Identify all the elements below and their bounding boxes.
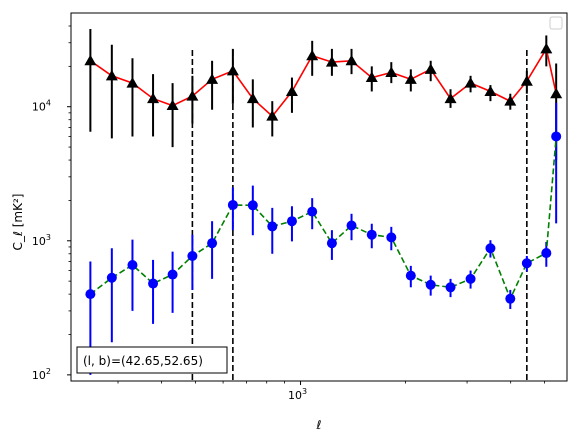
legend-box[interactable]: [549, 16, 563, 30]
triangle-marker: [306, 49, 319, 61]
plot-frame: [70, 12, 568, 382]
tick-layer: 103 102 103 104: [32, 25, 545, 402]
circle-marker: [386, 232, 397, 243]
series-layer: [84, 28, 563, 375]
circle-marker: [167, 269, 178, 280]
circle-marker: [346, 220, 357, 231]
triangle-marker: [365, 71, 378, 83]
circle-marker: [541, 248, 552, 259]
triangle-marker: [345, 54, 358, 66]
triangle-marker: [464, 77, 477, 88]
x-tick-label: 103: [288, 387, 307, 402]
triangle-marker: [550, 87, 563, 99]
triangle-marker: [126, 77, 139, 88]
triangle-marker: [226, 64, 239, 76]
circle-marker: [307, 206, 318, 217]
circle-marker: [247, 200, 258, 211]
circle-marker: [286, 216, 297, 227]
annotation-box: (l, b)=(42.65,52.65): [76, 346, 228, 374]
annotation-text: (l, b)=(42.65,52.65): [83, 354, 203, 368]
circle-marker: [127, 259, 138, 270]
x-axis-label: ℓ: [316, 418, 322, 432]
series-2: [85, 102, 562, 375]
circle-marker: [445, 282, 456, 293]
triangle-marker: [325, 56, 338, 67]
circle-marker: [366, 229, 377, 240]
triangle-marker: [385, 66, 398, 77]
circle-marker: [85, 289, 96, 300]
circle-marker: [207, 238, 218, 249]
triangle-marker: [147, 92, 160, 104]
triangle-marker: [246, 92, 259, 104]
triangle-marker: [266, 110, 279, 121]
circle-marker: [521, 258, 532, 269]
circle-marker: [267, 221, 278, 232]
triangle-marker: [520, 75, 533, 86]
triangle-marker: [84, 54, 97, 66]
circle-marker: [405, 270, 416, 281]
circle-marker: [425, 279, 436, 290]
triangle-marker: [285, 85, 298, 96]
triangle-marker: [424, 63, 437, 74]
circle-marker: [106, 272, 117, 283]
triangle-marker: [484, 85, 497, 96]
y-tick-label: 103: [32, 233, 51, 248]
circle-marker: [505, 293, 516, 304]
circle-marker: [187, 251, 198, 262]
circle-marker: [148, 278, 159, 289]
triangle-marker: [186, 90, 199, 101]
triangle-marker: [105, 69, 118, 81]
triangle-marker: [504, 95, 517, 106]
circle-marker: [227, 199, 238, 210]
triangle-marker: [404, 73, 417, 84]
y-axis-label: C_ℓ [mK²]: [11, 194, 25, 251]
circle-marker: [465, 273, 476, 284]
circle-marker: [485, 243, 496, 254]
triangle-marker: [540, 42, 553, 54]
triangle-marker: [444, 92, 457, 104]
circle-marker: [551, 131, 562, 142]
y-tick-label: 102: [32, 367, 51, 382]
triangle-marker: [166, 99, 179, 111]
triangle-marker: [206, 73, 219, 84]
circle-marker: [326, 238, 337, 249]
y-tick-label: 104: [32, 99, 51, 114]
